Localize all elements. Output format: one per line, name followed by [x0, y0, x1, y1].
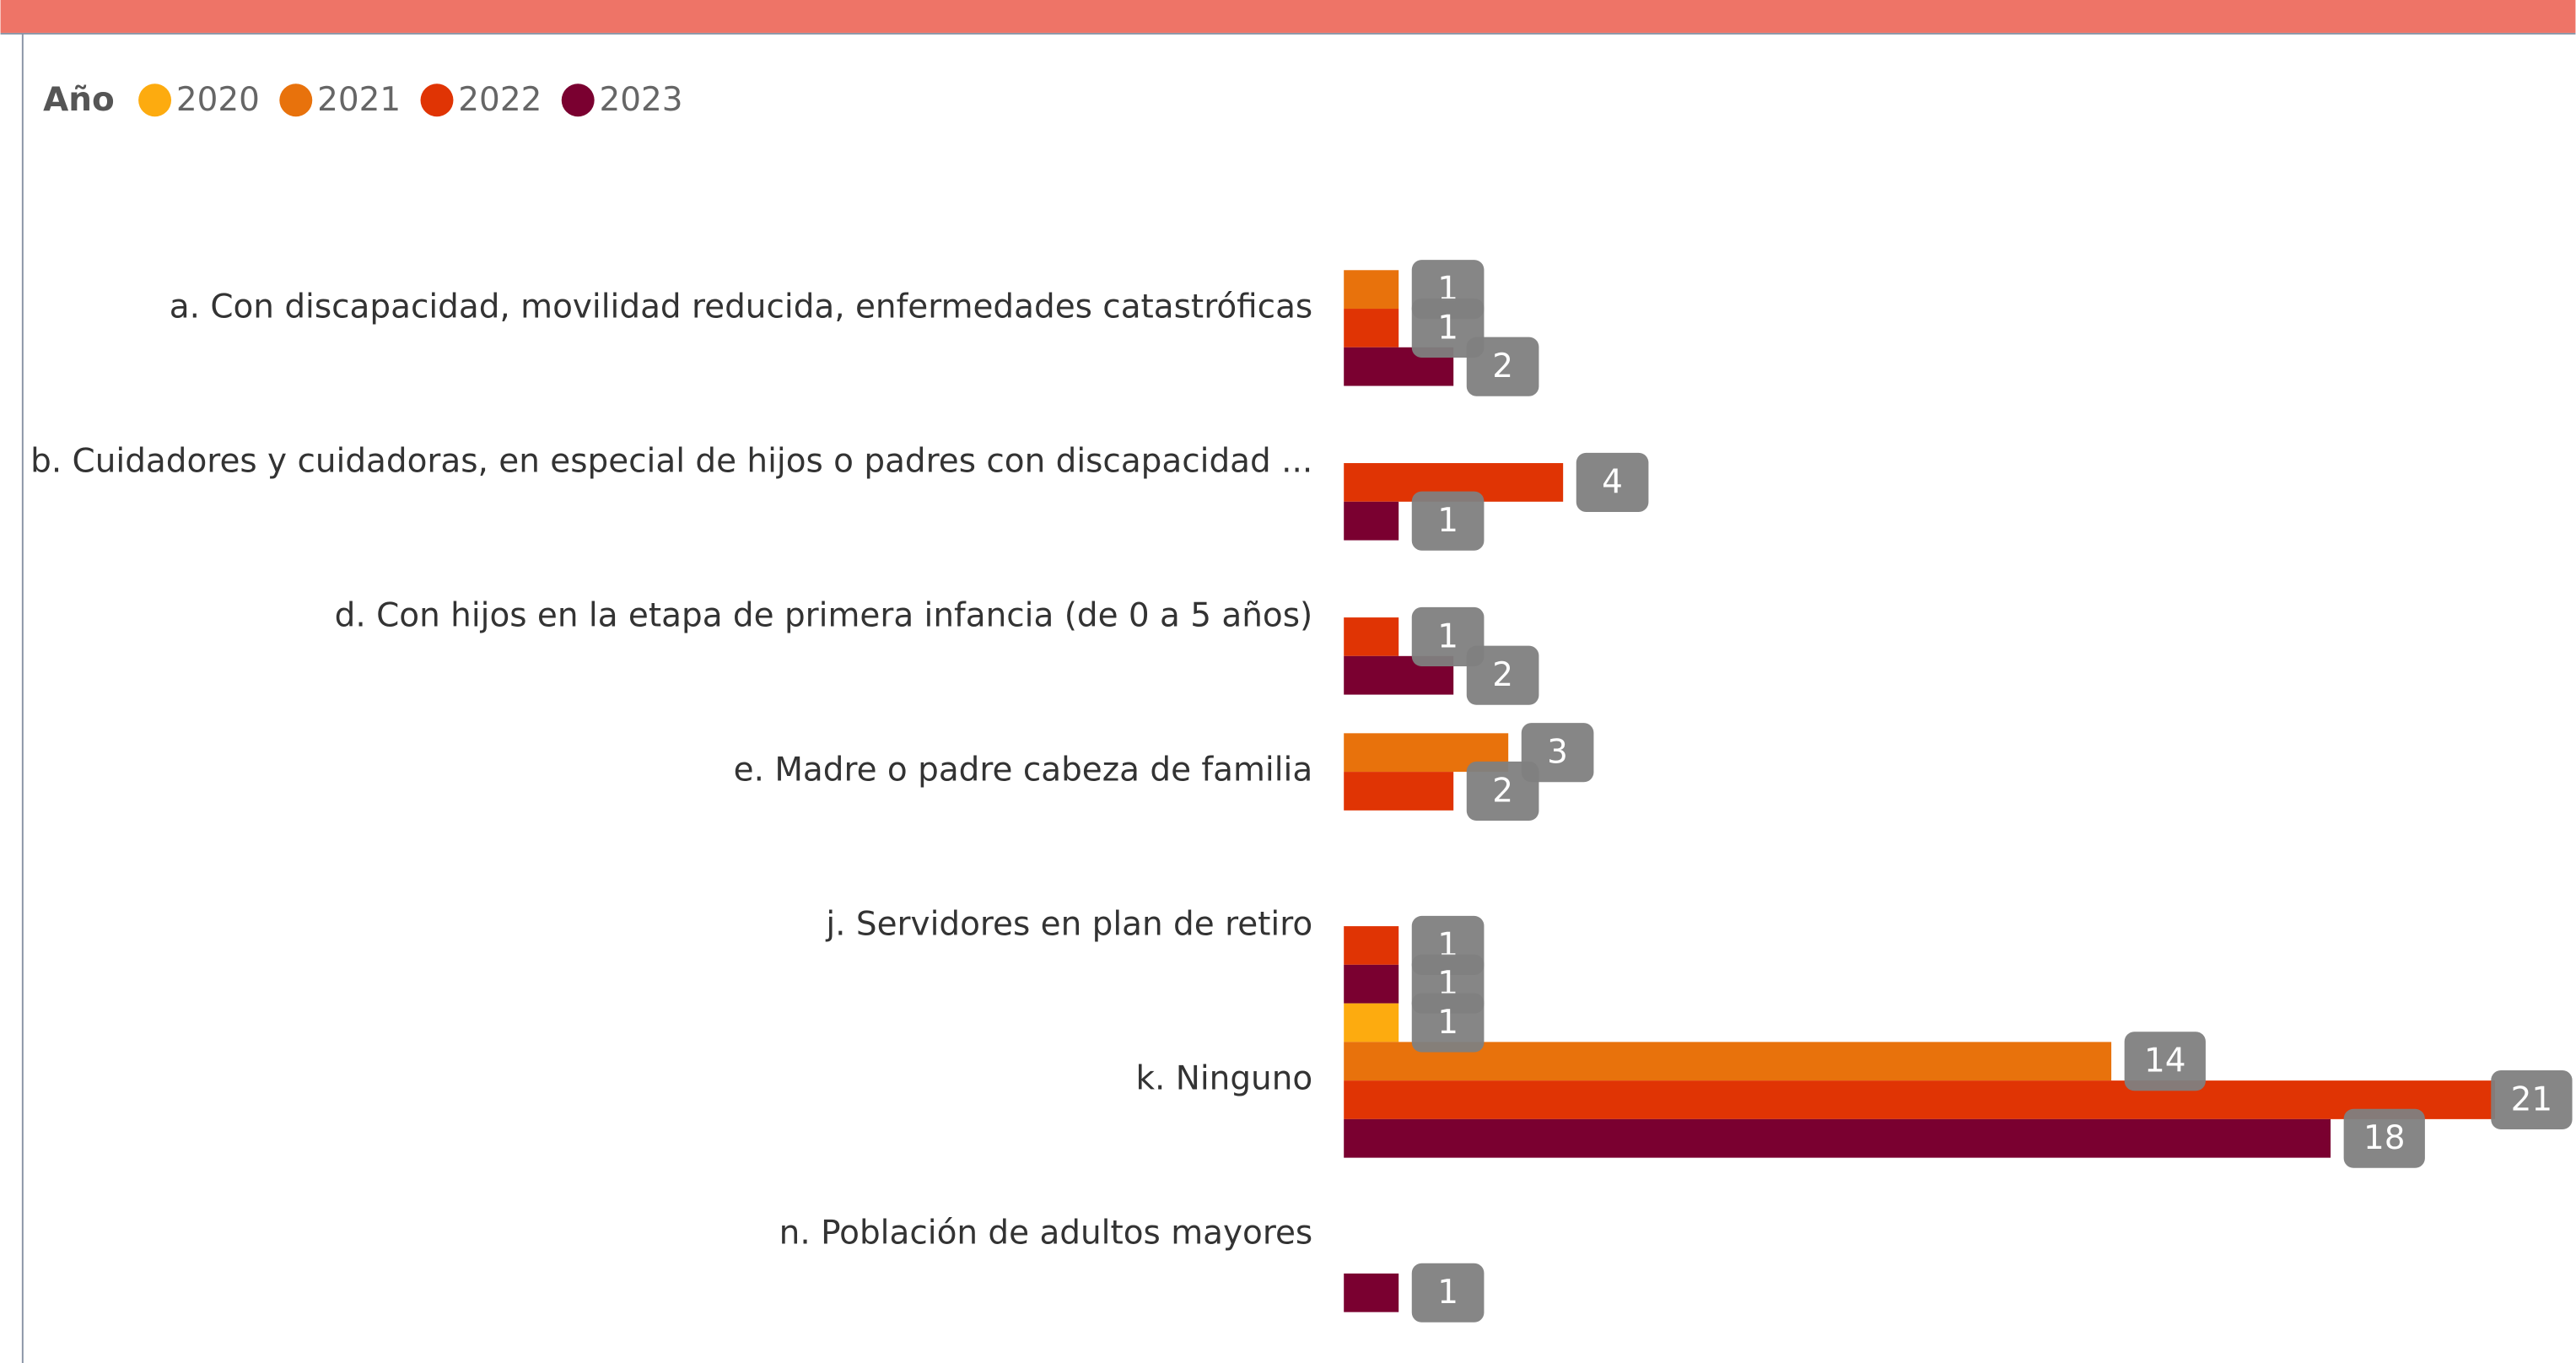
data-label: 1	[1437, 617, 1458, 655]
data-label-bg	[2343, 1108, 2425, 1168]
bar	[1344, 926, 1399, 965]
bar	[1344, 772, 1454, 811]
data-label: 1	[1437, 309, 1458, 347]
data-label: 2	[1492, 656, 1513, 694]
data-label: 2	[1492, 772, 1513, 810]
category-label: b. Cuidadores y cuidadoras, en especial …	[30, 443, 1312, 481]
data-label-bg	[1411, 1263, 1485, 1323]
bar	[1344, 964, 1399, 1004]
data-label-bg	[1411, 993, 1485, 1053]
legend-marker	[561, 84, 595, 117]
data-label: 4	[1602, 463, 1623, 501]
data-label: 1	[1437, 1274, 1458, 1312]
data-label-bg	[1411, 606, 1485, 666]
data-label: 1	[1437, 502, 1458, 540]
data-label-bg	[1521, 723, 1594, 783]
category-label: a. Con discapacidad, movilidad reducida,…	[170, 288, 1312, 326]
data-label-bg	[1466, 337, 1539, 396]
category-label: j. Servidores en plan de retiro	[825, 906, 1312, 944]
data-label: 2	[1492, 347, 1513, 385]
bar	[1344, 309, 1399, 347]
bar	[1344, 1003, 1399, 1042]
legend-marker	[420, 84, 454, 117]
data-label-bg	[2491, 1069, 2573, 1130]
category-label: k. Ninguno	[1135, 1060, 1312, 1098]
bar	[1344, 501, 1399, 541]
data-label-bg	[1466, 761, 1539, 822]
legend-label: 2023	[600, 81, 683, 119]
data-label-bg	[1466, 645, 1539, 705]
data-label: 1	[1437, 1004, 1458, 1042]
data-label-bg	[2124, 1032, 2206, 1091]
legend-label: 2022	[458, 81, 542, 119]
data-label: 18	[2363, 1119, 2406, 1157]
category-label: n. Población de adultos mayores	[779, 1215, 1313, 1253]
bar	[1344, 1273, 1399, 1312]
bar	[1344, 1080, 2496, 1119]
data-label-bg	[1411, 491, 1485, 551]
data-label-bg	[1411, 298, 1485, 358]
legend-marker	[138, 84, 172, 117]
legend-label: 2020	[176, 81, 260, 119]
legend-marker	[279, 84, 313, 117]
header-bar	[0, 0, 2576, 33]
data-label: 14	[2144, 1042, 2186, 1080]
bar	[1344, 617, 1399, 656]
category-label: d. Con hijos en la etapa de primera infa…	[335, 597, 1313, 635]
data-label-bg	[1576, 452, 1649, 512]
bar	[1344, 1118, 2331, 1158]
bar	[1344, 270, 1399, 310]
category-label: e. Madre o padre cabeza de familia	[734, 752, 1313, 789]
legend-title: Año	[43, 81, 115, 119]
legend-label: 2021	[317, 81, 401, 119]
data-label: 3	[1547, 734, 1568, 772]
data-label: 21	[2511, 1080, 2553, 1118]
